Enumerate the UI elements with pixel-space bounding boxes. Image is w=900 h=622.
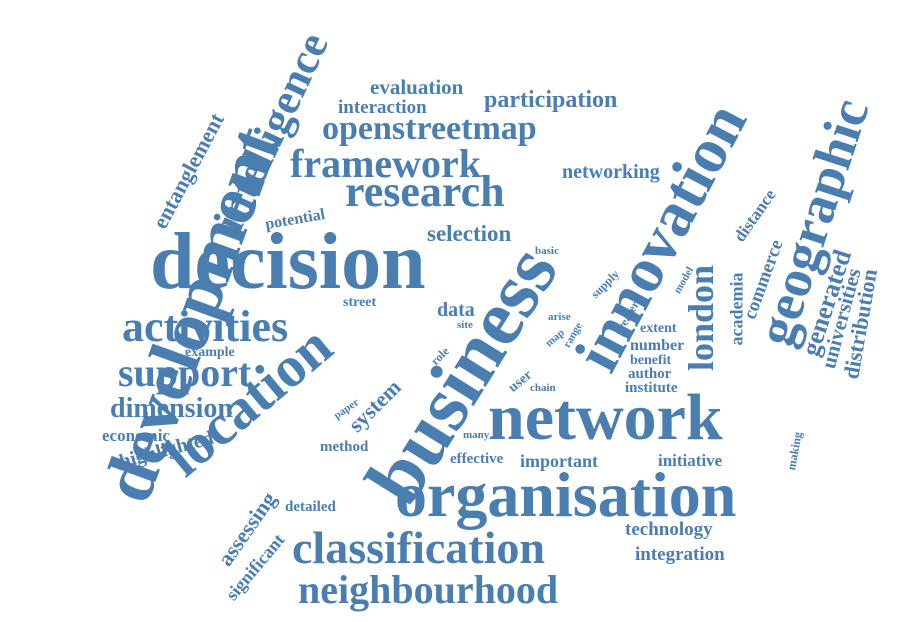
word: number (630, 337, 685, 354)
word: dimension (110, 393, 233, 424)
word: framework (290, 141, 482, 186)
word: activities (122, 302, 289, 351)
word: chain (530, 382, 556, 394)
word: institute (625, 380, 678, 396)
word: distance (729, 185, 780, 246)
word: extent (640, 321, 677, 336)
word: support (118, 350, 252, 395)
word: benefit (630, 353, 672, 368)
word: detailed (285, 499, 336, 515)
word: arise (548, 311, 571, 323)
word: economic (102, 426, 170, 445)
word: basic (535, 245, 559, 257)
word: participation (484, 87, 618, 113)
word: neighbourhood (298, 567, 559, 612)
word: initiative (658, 451, 723, 470)
word: making (784, 430, 805, 472)
word: network (488, 381, 723, 454)
word: many (463, 429, 490, 441)
word: classification (292, 522, 545, 573)
word: organisation (395, 459, 737, 530)
word: decision (150, 218, 426, 306)
word: street (343, 295, 377, 310)
word: site (457, 319, 473, 331)
word: integration (635, 544, 725, 565)
word: interaction (338, 97, 427, 118)
word: example (185, 345, 235, 360)
word: research (345, 167, 505, 216)
word: networking (562, 161, 660, 183)
word: author (628, 366, 672, 382)
word: data (437, 299, 475, 321)
word: method (320, 439, 369, 455)
word: effective (450, 451, 504, 467)
word: openstreetmap (322, 110, 537, 147)
word: selection (427, 221, 512, 246)
word: technology (625, 519, 713, 540)
word: evaluation (370, 75, 464, 99)
word: important (520, 451, 598, 471)
